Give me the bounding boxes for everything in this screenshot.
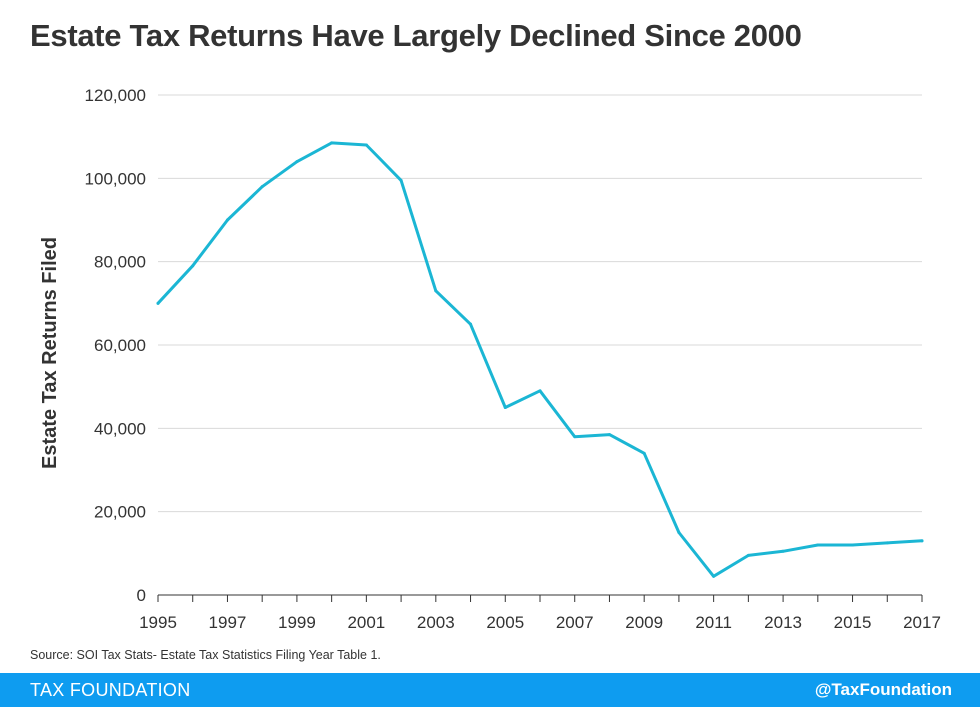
data-point [677,531,681,534]
gridlines [158,94,922,513]
source-note: Source: SOI Tax Stats- Estate Tax Statis… [30,648,381,662]
y-axis-ticks: 0 20,000 40,000 60,000 80,000 100,000 120,000 [85,86,146,605]
data-point [225,218,229,222]
x-tick-label: 2005 [486,613,524,632]
data-point [573,435,577,439]
data-point [191,264,195,268]
y-tick-label: 40,000 [94,419,146,438]
x-tick-label: 1995 [139,613,177,632]
x-axis-ticks: 1995 1997 1999 2001 2003 2005 2007 2009 2011 2013… [139,595,941,632]
data-point [712,574,716,578]
y-tick-label: 80,000 [94,253,146,272]
y-axis-title: Estate Tax Returns Filed [39,237,61,469]
line-chart: 020,00040,00060,00080,000100,000120,000 … [39,86,941,632]
data-point [469,322,473,326]
data-point [434,289,438,293]
data-point [816,543,820,547]
x-tick-label: 2017 [903,613,941,632]
data-point [399,178,403,182]
data-point [538,389,542,393]
y-tick-label: 100,000 [85,169,146,188]
data-point [364,143,368,147]
chart-title: Estate Tax Returns Have Largely Declined… [30,18,802,53]
y-tick-label: 60,000 [94,336,146,355]
x-tick-label: 2015 [834,613,872,632]
y-tick-label: 0 [137,586,146,605]
data-point [260,185,264,189]
data-point [295,160,299,164]
data-point [330,141,334,145]
data-point [746,553,750,557]
footer-handle[interactable]: @TaxFoundation [814,680,952,699]
data-point [642,451,646,455]
x-tick-label: 2013 [764,613,802,632]
data-point [885,541,889,545]
x-tick-label: 2011 [695,613,732,632]
data-point [920,539,924,543]
y-tick-label: 120,000 [85,86,146,105]
series-layer [156,141,924,578]
data-point [156,301,160,305]
data-point [503,406,507,409]
data-point [851,543,855,547]
footer-bar: TAX FOUNDATION @TaxFoundation [0,673,980,707]
x-tick-label: 2001 [347,613,385,632]
y-tick-label: 20,000 [94,503,146,522]
x-tick-label: 2007 [556,613,594,632]
x-tick-label: 1997 [209,613,247,632]
x-tick-label: 2009 [625,613,663,632]
data-point [607,433,611,437]
footer-brand: TAX FOUNDATION [30,680,191,700]
x-tick-label: 1999 [278,613,316,632]
x-tick-label: 2003 [417,613,455,632]
data-point [781,549,785,553]
